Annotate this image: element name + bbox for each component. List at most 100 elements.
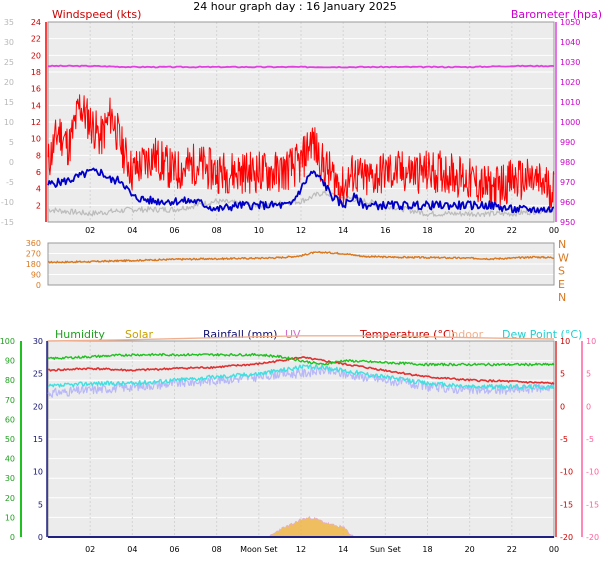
indoor-temperature-line (47, 335, 555, 342)
windspeed-tick-label: 22 (31, 35, 41, 44)
windspeed-tick-label: 2 (36, 201, 41, 210)
direction-tick-label: 360 (26, 239, 41, 248)
hour-tick-label: 12 (296, 545, 306, 554)
hour-tick-label: Moon Set (240, 545, 277, 554)
hour-tick-label: 02 (85, 545, 95, 554)
secondary-temp-tick-label: 10 (586, 337, 596, 346)
outer-tick-label: -5 (6, 178, 14, 187)
windspeed-tick-label: 24 (31, 18, 41, 27)
hour-tick-label: 08 (212, 226, 222, 235)
barometer-tick-label: 980 (560, 158, 575, 167)
rainfall-tick-label: 10 (33, 468, 43, 477)
compass-tick-label: E (558, 278, 565, 291)
hour-tick-label: 04 (127, 226, 137, 235)
windspeed-tick-label: 8 (36, 151, 41, 160)
compass-tick-label: S (558, 265, 565, 278)
temperature-tick-label: -20 (560, 533, 573, 542)
legend-rainfall: Rainfall (mm) (203, 328, 277, 341)
humidity-tick-label: 0 (10, 533, 15, 542)
wind-series (47, 64, 555, 218)
multi-series (47, 335, 555, 538)
hour-tick-label: 22 (507, 545, 517, 554)
barometer-tick-label: 1000 (560, 118, 580, 127)
direction-series (48, 251, 554, 264)
outer-tick-label: 20 (4, 78, 14, 87)
wind-direction-line (48, 251, 554, 264)
legend-humidity: Humidity (55, 328, 105, 341)
hour-tick-label: 14 (338, 545, 348, 554)
outer-tick-label: 30 (4, 38, 14, 47)
secondary-temp-tick-label: 0 (586, 402, 591, 411)
humidity-tick-label: 40 (5, 455, 15, 464)
outer-tick-label: 35 (4, 18, 14, 27)
lavender-series-line (47, 365, 555, 398)
windspeed-tick-label: 18 (31, 68, 41, 77)
hour-tick-label: 18 (422, 226, 432, 235)
barometer-tick-label: 960 (560, 198, 575, 207)
secondary-temp-tick-label: 5 (586, 370, 591, 379)
wind-axis-ticks: 24681012141618202224-15-10-5051015202530… (1, 18, 580, 235)
outer-tick-label: -15 (1, 218, 14, 227)
hour-tick-label: 06 (169, 545, 179, 554)
barometer-tick-label: 1040 (560, 38, 580, 47)
windspeed-tick-label: 16 (31, 85, 41, 94)
hour-tick-label: 12 (296, 226, 306, 235)
humidity-tick-label: 70 (5, 396, 15, 405)
barometer-tick-label: 1030 (560, 58, 580, 67)
humidity-tick-label: 90 (5, 357, 15, 366)
barometer-tick-label: 1050 (560, 18, 580, 27)
hour-tick-label: 22 (507, 226, 517, 235)
temperature-tick-label: -5 (560, 435, 568, 444)
rainfall-tick-label: 0 (38, 533, 43, 542)
barometer-tick-label: 990 (560, 138, 575, 147)
outer-tick-label: 25 (4, 58, 14, 67)
legend-indoor: Indoor (448, 328, 484, 341)
hour-tick-label: 10 (254, 226, 264, 235)
direction-tick-label: 0 (36, 281, 41, 290)
temperature-tick-label: -15 (560, 500, 573, 509)
solar-area (269, 515, 354, 538)
secondary-temp-tick-label: -20 (586, 533, 599, 542)
barometer-axis-label: Barometer (hpa) (511, 8, 602, 21)
humidity-tick-label: 30 (5, 474, 15, 483)
humidity-tick-label: 100 (0, 337, 15, 346)
direction-tick-label: 180 (26, 260, 41, 269)
wind-gust-line (47, 94, 555, 210)
legend-temperature: Temperature (°C) (359, 328, 455, 341)
temperature-tick-label: 5 (560, 370, 565, 379)
temperature-tick-label: 0 (560, 402, 565, 411)
barometer-tick-label: 1010 (560, 98, 580, 107)
hour-tick-label: 02 (85, 226, 95, 235)
humidity-tick-label: 10 (5, 513, 15, 522)
hour-tick-label: 00 (549, 545, 559, 554)
rainfall-tick-label: 15 (33, 435, 43, 444)
windspeed-tick-label: 6 (36, 168, 41, 177)
hour-tick-label: 18 (422, 545, 432, 554)
hour-tick-label: 08 (212, 545, 222, 554)
outer-tick-label: 10 (4, 118, 14, 127)
windspeed-tick-label: 12 (31, 118, 41, 127)
compass-tick-label: N (558, 238, 566, 251)
barometer-line (47, 64, 555, 69)
rainfall-tick-label: 5 (38, 500, 43, 509)
compass-tick-label: N (558, 291, 566, 304)
hour-tick-label: 14 (338, 226, 348, 235)
humidity-tick-label: 80 (5, 376, 15, 385)
direction-tick-label: 270 (26, 250, 41, 259)
secondary-temp-tick-label: -15 (586, 500, 599, 509)
hour-tick-label: 04 (127, 545, 137, 554)
humidity-line (47, 352, 555, 367)
temperature-tick-label: -10 (560, 468, 573, 477)
outer-tick-label: 15 (4, 98, 14, 107)
windspeed-tick-label: 10 (31, 135, 41, 144)
outer-tick-label: 0 (9, 158, 14, 167)
compass-tick-label: W (558, 251, 569, 264)
humidity-tick-label: 20 (5, 494, 15, 503)
hour-tick-label: Sun Set (370, 545, 401, 554)
legend-dewpoint: Dew Point (°C) (502, 328, 582, 341)
legend-solar: Solar (125, 328, 154, 341)
hour-tick-label: 20 (465, 545, 475, 554)
